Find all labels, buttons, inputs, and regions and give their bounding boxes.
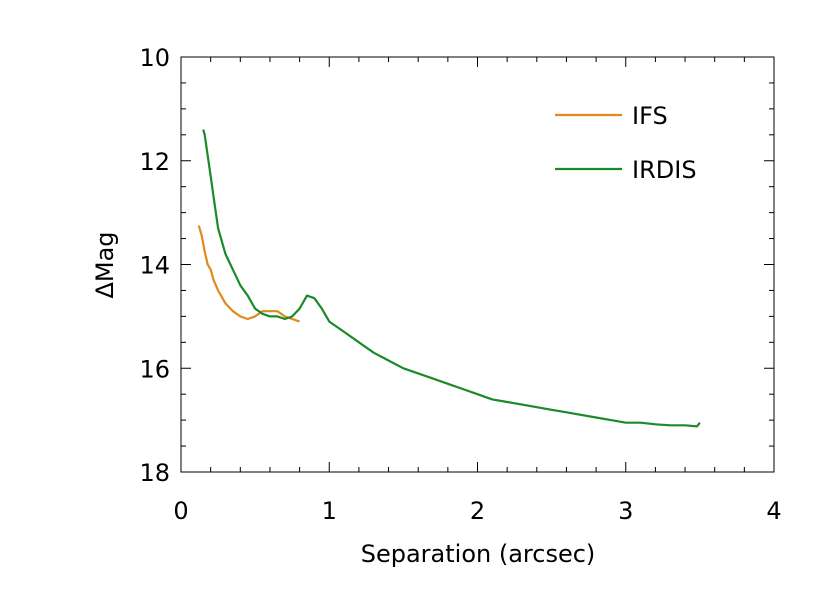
y-tick-label: 10 bbox=[139, 44, 170, 72]
x-tick-label: 0 bbox=[173, 497, 188, 525]
x-tick-label: 3 bbox=[618, 497, 633, 525]
series-group bbox=[197, 129, 701, 428]
legend-label-irdis: IRDIS bbox=[632, 156, 697, 184]
axis-ticks bbox=[180, 56, 775, 473]
y-tick-label: 14 bbox=[139, 252, 170, 280]
y-tick-label: 12 bbox=[139, 148, 170, 176]
x-tick-label: 4 bbox=[766, 497, 781, 525]
y-tick-label: 16 bbox=[139, 355, 170, 383]
series-line-ifs bbox=[197, 225, 300, 323]
y-axis-title: ΔMag bbox=[91, 231, 119, 298]
y-tick-label: 18 bbox=[139, 459, 170, 487]
legend-label-ifs: IFS bbox=[632, 102, 668, 130]
legend: IFS IRDIS bbox=[555, 102, 697, 184]
series-line-irdis bbox=[202, 129, 701, 428]
x-tick-label: 1 bbox=[322, 497, 337, 525]
x-axis-title: Separation (arcsec) bbox=[361, 540, 596, 568]
plot-frame bbox=[180, 56, 775, 473]
x-tick-label: 2 bbox=[470, 497, 485, 525]
